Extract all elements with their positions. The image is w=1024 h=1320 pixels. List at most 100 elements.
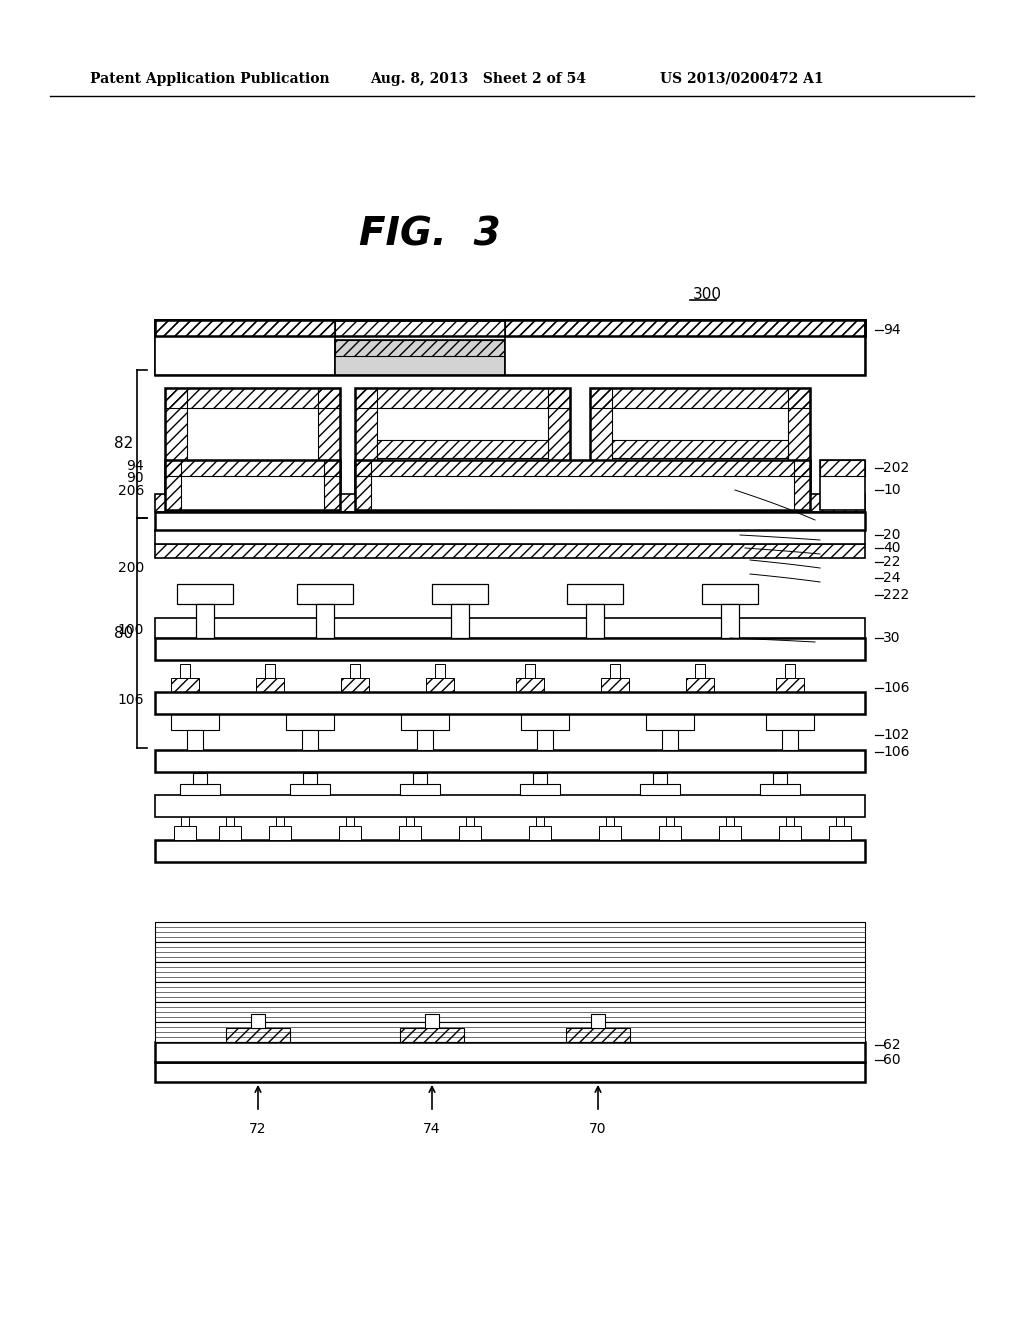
Text: 222: 222 [883, 587, 909, 602]
Bar [155, 494, 865, 512]
Bar [155, 795, 865, 817]
Bar [165, 388, 340, 408]
Bar [155, 1002, 865, 1022]
Bar [155, 319, 865, 337]
Bar [155, 638, 865, 660]
Bar [355, 459, 371, 510]
Bar [612, 440, 788, 458]
Bar [180, 664, 190, 678]
Bar [155, 921, 865, 942]
Bar [686, 678, 714, 692]
Bar [529, 826, 551, 840]
Bar [779, 826, 801, 840]
Text: 300: 300 [693, 286, 722, 302]
Text: 24: 24 [883, 572, 900, 585]
Bar [766, 714, 814, 730]
Bar [695, 664, 705, 678]
Bar [165, 459, 181, 510]
Bar [401, 714, 449, 730]
Bar [251, 1014, 265, 1028]
Text: 100: 100 [118, 623, 144, 638]
Bar [836, 814, 844, 826]
Bar [355, 388, 377, 494]
Bar [155, 618, 865, 638]
Bar [721, 605, 739, 638]
Bar [586, 605, 604, 638]
Bar [355, 459, 810, 510]
Text: 102: 102 [883, 729, 909, 742]
Bar [155, 544, 865, 558]
Bar [341, 678, 369, 692]
Bar [377, 440, 548, 458]
Text: 60: 60 [883, 1053, 901, 1067]
Bar [788, 388, 810, 494]
Bar [591, 1014, 605, 1028]
Bar [520, 784, 560, 795]
Text: Aug. 8, 2013   Sheet 2 of 54: Aug. 8, 2013 Sheet 2 of 54 [370, 73, 586, 86]
Bar [335, 341, 505, 356]
Bar [505, 319, 865, 337]
Bar [829, 826, 851, 840]
Bar [181, 814, 189, 826]
Bar [219, 826, 241, 840]
Bar [566, 1028, 630, 1041]
Text: 106: 106 [883, 744, 909, 759]
Bar [534, 774, 547, 784]
Bar [590, 388, 810, 494]
Text: 72: 72 [249, 1122, 266, 1137]
Bar [339, 826, 361, 840]
Text: 106: 106 [118, 693, 144, 708]
Bar [782, 730, 798, 750]
Bar [256, 678, 284, 692]
Bar [155, 1022, 865, 1041]
Bar [171, 714, 219, 730]
Bar [425, 1014, 439, 1028]
Bar [537, 730, 553, 750]
Bar [525, 664, 535, 678]
Text: Patent Application Publication: Patent Application Publication [90, 73, 330, 86]
Text: 90: 90 [126, 471, 144, 484]
Bar [165, 459, 340, 477]
Bar [466, 814, 474, 826]
Bar [165, 388, 187, 494]
Bar [174, 826, 196, 840]
Bar [406, 814, 414, 826]
Text: 200: 200 [118, 561, 144, 576]
Bar [335, 341, 505, 375]
Bar [318, 388, 340, 494]
Text: 62: 62 [883, 1038, 901, 1052]
Bar [413, 774, 427, 784]
Text: 20: 20 [883, 528, 900, 543]
Text: US 2013/0200472 A1: US 2013/0200472 A1 [660, 73, 823, 86]
Bar [324, 459, 340, 510]
Bar [760, 784, 800, 795]
Bar [610, 664, 620, 678]
Text: 10: 10 [883, 483, 901, 498]
Bar [640, 784, 680, 795]
Text: 70: 70 [589, 1122, 607, 1137]
Bar [155, 531, 865, 544]
Text: 94: 94 [126, 459, 144, 473]
Bar [536, 814, 544, 826]
Bar [567, 583, 623, 605]
Bar [155, 319, 335, 375]
Bar [187, 730, 203, 750]
Text: 30: 30 [883, 631, 900, 645]
Bar [196, 605, 214, 638]
Text: 94: 94 [883, 323, 901, 337]
Bar [269, 826, 291, 840]
Bar [302, 730, 318, 750]
Bar [180, 784, 220, 795]
Bar [171, 678, 199, 692]
Text: 82: 82 [114, 437, 133, 451]
Text: 202: 202 [883, 461, 909, 475]
Bar [662, 730, 678, 750]
Bar [516, 678, 544, 692]
Bar [399, 826, 421, 840]
Bar [653, 774, 667, 784]
Bar [303, 774, 317, 784]
Bar [155, 1063, 865, 1082]
Bar [355, 388, 570, 494]
Bar [451, 605, 469, 638]
Bar [773, 774, 787, 784]
